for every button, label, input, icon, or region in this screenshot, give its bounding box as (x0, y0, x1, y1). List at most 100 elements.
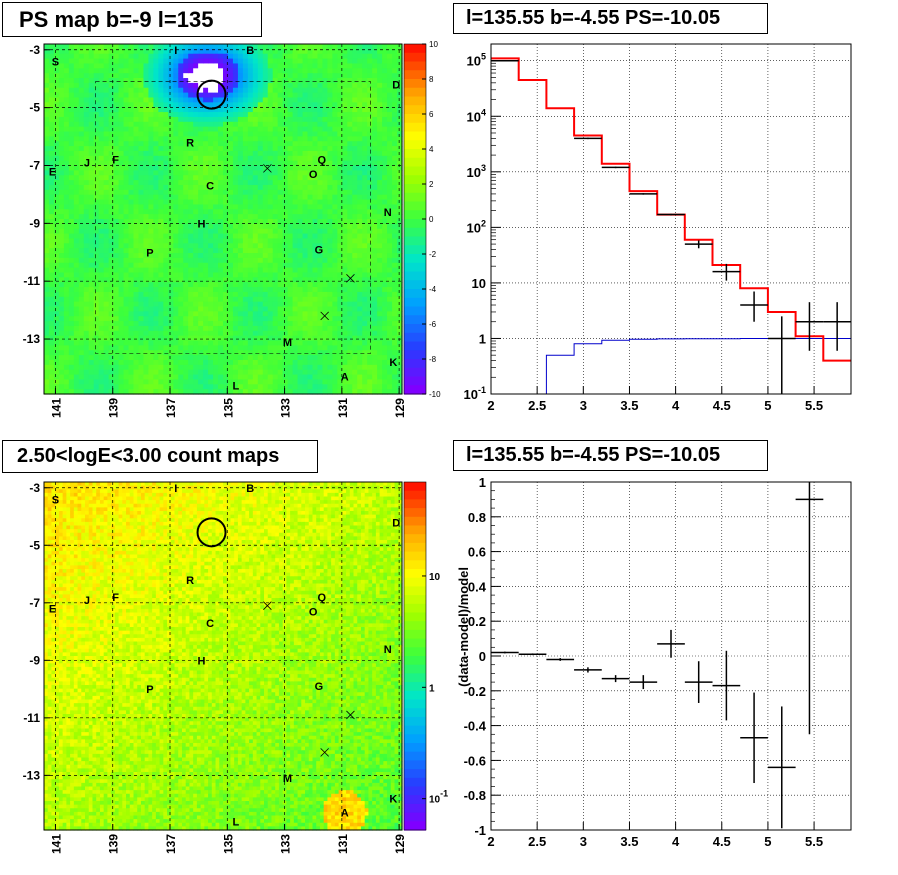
spectrum-point-9 (795, 302, 824, 351)
source-label-Q: Q (318, 592, 327, 604)
source-label-M: M (283, 337, 292, 349)
residual-y-tick--0.4: -0.4 (464, 719, 487, 734)
spectrum-y-tick-4: 103 (467, 163, 486, 180)
source-label-K: K (389, 357, 397, 369)
colorbar-tick-2: 6 (429, 110, 434, 119)
ps-map-title: PS map b=-9 l=135 (2, 2, 262, 37)
source-label-I: I (174, 483, 177, 495)
source-label-R: R (186, 575, 194, 587)
source-label-P: P (146, 247, 153, 259)
spectrum-y-tick-0: 10-1 (464, 385, 486, 402)
colorbar-tick-1: 8 (429, 75, 434, 84)
residual-y-tick--0.2: -0.2 (464, 684, 486, 699)
map-x-tick-133: 133 (279, 834, 293, 854)
residual-point-3 (574, 667, 602, 673)
residual-y-tick-0.2: 0.2 (468, 614, 486, 629)
spectrum-x-tick-2.5: 2.5 (528, 398, 546, 413)
residual-point-7 (684, 661, 713, 703)
map-x-tick-135: 135 (221, 834, 235, 854)
source-label-C: C (206, 618, 214, 630)
map-x-tick-135: 135 (221, 398, 235, 418)
source-label-J: J (84, 158, 90, 170)
map-y-tick--11: -11 (23, 274, 40, 288)
source-label-I: I (174, 45, 177, 57)
source-cross-2 (320, 748, 329, 757)
spectrum-y-tick-1: 1 (479, 331, 486, 346)
residual-y-tick-0.4: 0.4 (468, 579, 487, 594)
map-y-tick--13: -13 (23, 332, 41, 346)
map-y-tick--9: -9 (29, 653, 40, 667)
residual-x-tick-5: 5 (764, 834, 771, 849)
map-y-tick--7: -7 (29, 596, 40, 610)
source-label-L: L (233, 380, 240, 392)
residual-y-label: (data-model)/model (456, 567, 471, 687)
spectrum-point-10 (823, 302, 851, 351)
source-label-H: H (198, 218, 206, 230)
source-label-H: H (198, 655, 206, 667)
spectrum-frame (490, 43, 852, 395)
source-label-G: G (315, 244, 324, 256)
spectrum-chart: 2 2.5 3 3.5 4 4.5 5 5.5 10-1 1 10 102 103 104 105 (464, 43, 852, 413)
source-circle (196, 79, 227, 110)
map-x-tick-137: 137 (164, 398, 178, 418)
residual-x-tick-5.5: 5.5 (805, 834, 823, 849)
residual-y-tick-0.8: 0.8 (468, 510, 486, 525)
residual-point-4 (601, 675, 630, 683)
spectrum-point-7 (740, 291, 768, 322)
spectrum-x-tick-5: 5 (764, 398, 771, 413)
spectrum-y-tick-5: 104 (467, 107, 486, 124)
spectrum-x-tick-4.5: 4.5 (713, 398, 731, 413)
source-label-P: P (146, 684, 153, 696)
spectrum-point-8 (767, 316, 796, 394)
residual-y-tick-1: 1 (479, 475, 486, 490)
source-label-G: G (315, 681, 324, 693)
source-label-M: M (283, 773, 292, 785)
residual-x-tick-4.5: 4.5 (713, 834, 731, 849)
residual-point-0 (491, 651, 519, 654)
map-x-tick-131: 131 (336, 834, 350, 854)
residual-point-5 (629, 675, 658, 690)
spectrum-title: l=135.55 b=-4.55 PS=-10.05 (453, 3, 768, 34)
colorbar-tick-3: 4 (429, 145, 434, 154)
source-label-A: A (341, 808, 349, 820)
colorbar-tick-2: 10-1 (429, 789, 448, 806)
colorbar-tick-5: 0 (429, 215, 434, 224)
map-y-tick--9: -9 (29, 216, 40, 230)
source-model-line (491, 338, 851, 395)
source-label-C: C (206, 181, 214, 193)
source-cross-0 (263, 164, 272, 173)
map-frame (43, 43, 403, 395)
residual-y-tick-0: 0 (479, 649, 486, 664)
colorbar-tick-0: 10 (429, 572, 441, 583)
residual-x-tick-3: 3 (580, 834, 587, 849)
source-cross-1 (346, 274, 355, 283)
source-label-O: O (309, 169, 318, 181)
spectrum-x-tick-3.5: 3.5 (620, 398, 638, 413)
map-x-tick-129: 129 (393, 398, 407, 418)
source-label-D: D (392, 517, 400, 529)
residual-x-tick-3.5: 3.5 (620, 834, 638, 849)
spectrum-y-tick-3: 102 (467, 218, 486, 235)
source-label-K: K (389, 793, 397, 805)
map-y-tick--11: -11 (23, 711, 40, 725)
spectrum-point-1 (574, 137, 602, 140)
source-label-S: S (52, 56, 59, 68)
source-label-B: B (246, 45, 254, 57)
residual-point-11 (795, 482, 824, 735)
residual-point-9 (740, 692, 768, 784)
spectrum-x-tick-2: 2 (487, 398, 494, 413)
colorbar-tick-9: -8 (429, 355, 437, 364)
source-circle (196, 517, 227, 548)
residual-y-tick--0.6: -0.6 (464, 753, 486, 768)
source-label-D: D (392, 79, 400, 91)
source-label-R: R (186, 137, 194, 149)
residual-x-tick-2: 2 (487, 834, 494, 849)
spectrum-x-tick-5.5: 5.5 (805, 398, 823, 413)
colorbar-tick-7: -4 (429, 285, 437, 294)
source-label-S: S (52, 494, 59, 506)
colorbar-tick-1: 1 (429, 683, 435, 694)
source-cross-2 (320, 311, 329, 321)
spectrum-x-tick-4: 4 (672, 398, 680, 413)
source-label-E: E (49, 166, 56, 178)
